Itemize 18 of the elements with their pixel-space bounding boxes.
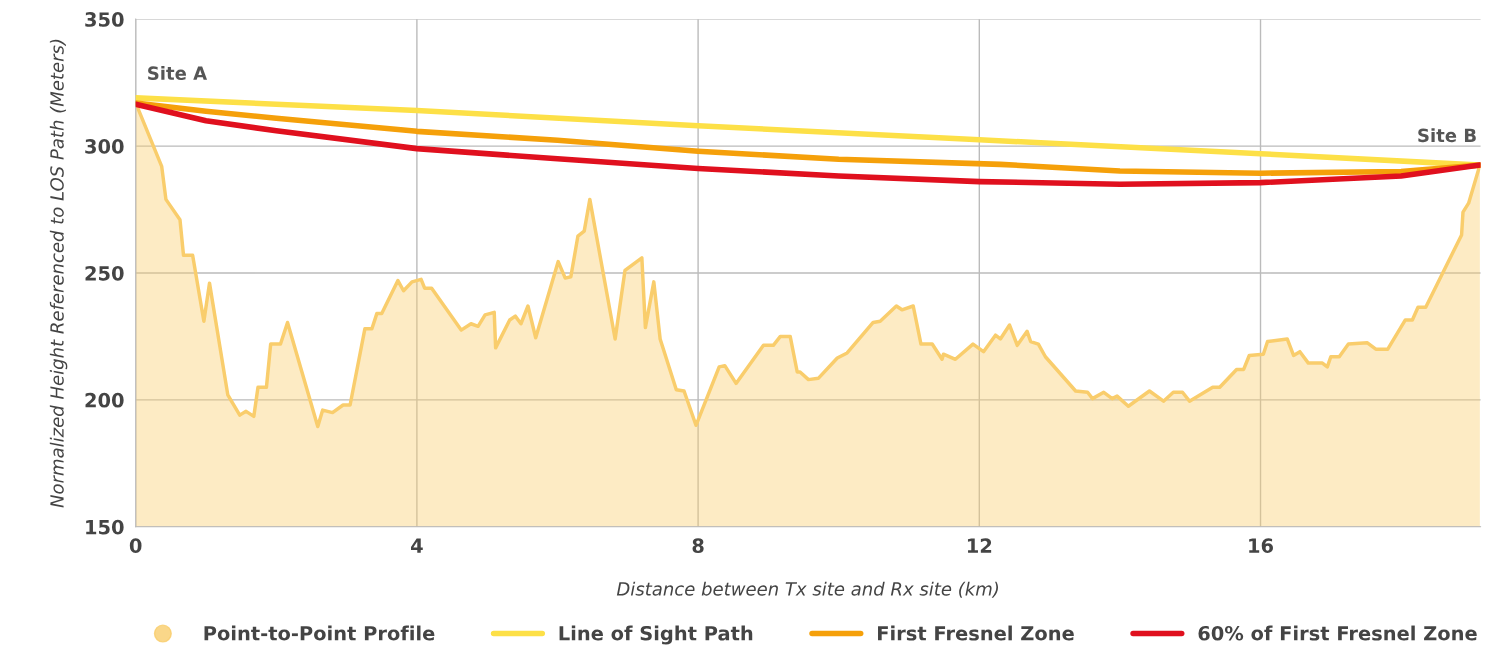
x-tick-label: 12	[967, 538, 992, 553]
x-tick-label: 16	[1249, 538, 1273, 553]
legend-label: Point-to-Point Profile	[204, 625, 435, 641]
y-tick-label: 200	[85, 392, 124, 408]
legend-label: First Fresnel Zone	[878, 625, 1074, 641]
x-tick-label: 8	[692, 538, 704, 553]
x-tick-label: 4	[411, 538, 423, 553]
y-tick-label: 150	[86, 519, 124, 535]
y-tick-label: 250	[85, 265, 124, 281]
legend-label: Line of Sight Path	[559, 625, 753, 645]
legend-label: 60% of First Fresnel Zone	[1198, 625, 1477, 641]
y-tick-label: 300	[85, 139, 124, 154]
y-axis-title: Normalized Height Referenced to LOS Path (Meters)	[49, 39, 68, 508]
y-tick-label: 350	[85, 12, 124, 27]
x-tick-label: 0	[129, 538, 142, 553]
annotation: Site A	[148, 66, 208, 80]
annotation: Site B	[1418, 128, 1476, 143]
x-axis-title: Distance between Tx site and Rx site (km)	[616, 581, 999, 598]
